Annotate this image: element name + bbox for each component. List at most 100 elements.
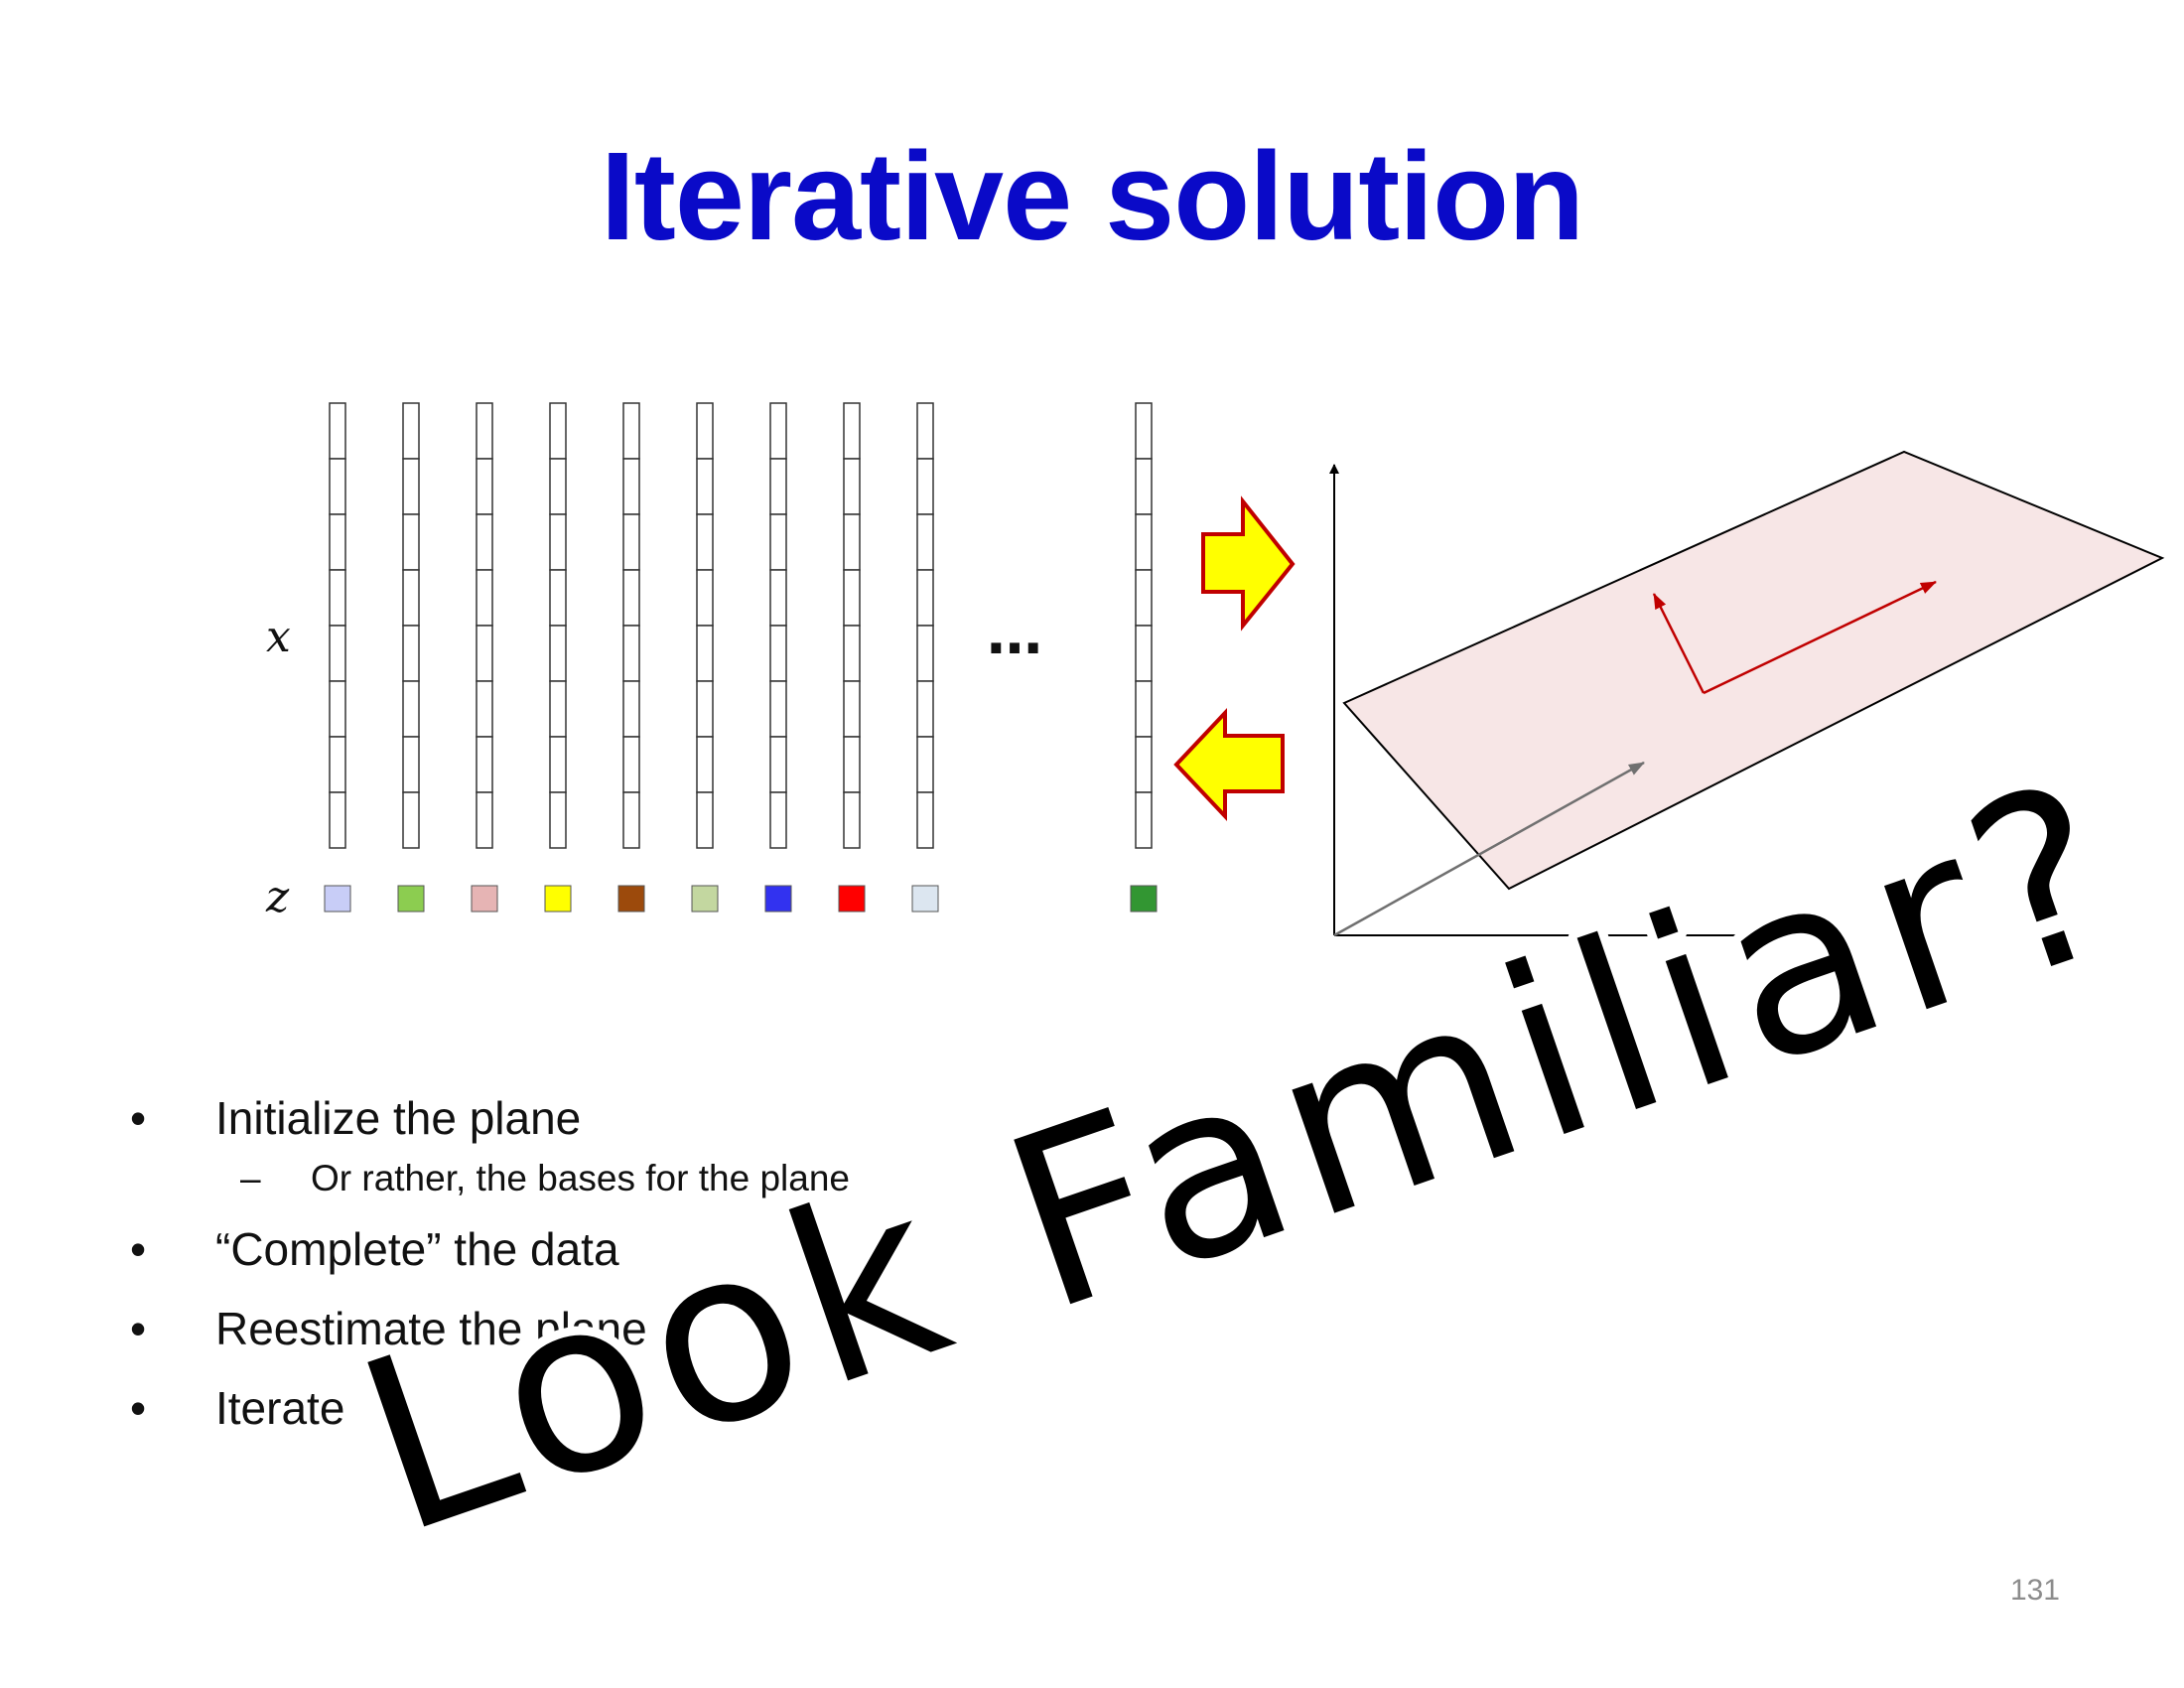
data-cell (1135, 402, 1153, 460)
z-square (544, 885, 572, 913)
data-cell (402, 513, 420, 571)
data-cell (622, 513, 640, 571)
data-cell (1135, 791, 1153, 849)
data-cell (622, 736, 640, 793)
data-cell (916, 513, 934, 571)
z-square (838, 885, 866, 913)
data-cell (329, 680, 346, 738)
data-cell (476, 513, 493, 571)
data-cell (696, 680, 714, 738)
data-cell (476, 402, 493, 460)
data-cell (402, 791, 420, 849)
data-cell (476, 736, 493, 793)
data-cell (843, 625, 861, 682)
data-cell (329, 736, 346, 793)
page-number: 131 (2009, 1574, 2060, 1607)
slide-title: Iterative solution (600, 126, 1584, 266)
data-cell (843, 569, 861, 627)
z-square (471, 885, 498, 913)
data-cell (622, 402, 640, 460)
data-vector (1333, 761, 1645, 937)
bullet-list: • Initialize the plane – Or rather, the … (124, 1082, 850, 1444)
bullet-text: “Complete” the data (215, 1223, 619, 1275)
data-cell (476, 625, 493, 682)
data-cell (476, 569, 493, 627)
data-cell (843, 513, 861, 571)
z-square (1130, 885, 1158, 913)
data-cell (549, 680, 567, 738)
data-cell (843, 458, 861, 515)
data-cell (549, 569, 567, 627)
x-label: x (266, 612, 291, 662)
sub-bullet-bases: – Or rather, the bases for the plane (240, 1158, 850, 1198)
data-column (476, 402, 493, 849)
data-cell (843, 791, 861, 849)
data-cell (549, 402, 567, 460)
z-square (691, 885, 719, 913)
data-cell (843, 402, 861, 460)
data-cell (1135, 736, 1153, 793)
data-cell (696, 625, 714, 682)
data-cell (916, 402, 934, 460)
data-cell (329, 402, 346, 460)
bullet-initialize: • Initialize the plane (130, 1092, 582, 1144)
latent-z-squares (324, 885, 1158, 913)
data-column (916, 402, 934, 849)
data-cell (1135, 680, 1153, 738)
data-cell (329, 458, 346, 515)
data-cell (622, 625, 640, 682)
data-column (769, 402, 787, 849)
data-cell (769, 458, 787, 515)
data-column (843, 402, 861, 849)
z-square (397, 885, 425, 913)
data-cell (476, 680, 493, 738)
data-cell (696, 569, 714, 627)
data-cell (769, 402, 787, 460)
data-cell (696, 791, 714, 849)
z-square (764, 885, 792, 913)
data-cell (769, 513, 787, 571)
data-cell (769, 625, 787, 682)
data-cell (402, 458, 420, 515)
data-cell (1135, 458, 1153, 515)
z-square (911, 885, 939, 913)
data-cell (696, 458, 714, 515)
data-cell (402, 680, 420, 738)
basis-vector-2 (1703, 580, 1937, 695)
data-cell (769, 791, 787, 849)
bullet-text: Reestimate the plane (215, 1303, 647, 1354)
data-cell (549, 625, 567, 682)
bullet-complete: • “Complete” the data (130, 1223, 619, 1275)
data-cell (329, 791, 346, 849)
basis-vector-1 (1652, 593, 1706, 694)
data-cell (696, 402, 714, 460)
data-cell (329, 569, 346, 627)
data-column (329, 402, 346, 849)
data-column (696, 402, 714, 849)
data-cell (843, 736, 861, 793)
data-column (549, 402, 567, 849)
z-square (617, 885, 645, 913)
data-column (402, 402, 420, 849)
data-column (1135, 402, 1153, 849)
left-arrow-icon (1173, 707, 1285, 822)
data-cell (402, 736, 420, 793)
data-columns (329, 402, 1153, 849)
data-cell (476, 458, 493, 515)
data-cell (916, 791, 934, 849)
z-label: z (266, 872, 290, 922)
data-cell (916, 625, 934, 682)
data-cell (622, 680, 640, 738)
data-cell (549, 791, 567, 849)
data-cell (329, 513, 346, 571)
bullet-iterate: • Iterate (130, 1382, 345, 1434)
data-cell (769, 680, 787, 738)
data-cell (402, 402, 420, 460)
data-cell (696, 513, 714, 571)
data-cell (549, 736, 567, 793)
data-cell (549, 513, 567, 571)
data-cell (916, 736, 934, 793)
data-cell (769, 736, 787, 793)
data-cell (622, 791, 640, 849)
